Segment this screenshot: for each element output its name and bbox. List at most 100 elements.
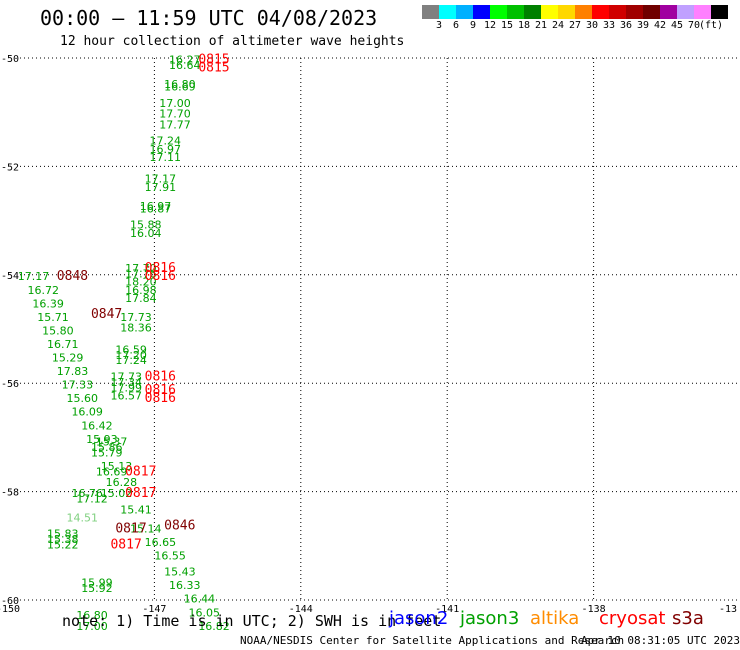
legend-label: 33 (602, 20, 616, 31)
wave-height-label: 17.73 (120, 311, 151, 324)
time-label: 0816 (145, 369, 176, 384)
legend-swatch (592, 5, 609, 19)
wave-height-label: 17.70 (125, 262, 156, 275)
wave-height-label: 16.80 (76, 609, 108, 622)
wave-height-label: 16.87 (140, 202, 172, 215)
legend-label: 36 (619, 20, 633, 31)
wave-height-label: 17.34 (110, 376, 142, 389)
wave-height-label: 15.88 (130, 219, 162, 232)
wave-height-label: 15.43 (164, 566, 196, 579)
wave-height-label: 17.91 (145, 181, 177, 194)
satellite-jason3: jason3 (460, 608, 520, 629)
x-tick-label: -147 (142, 604, 166, 615)
legend-swatch (422, 5, 439, 19)
legend-swatch (643, 5, 660, 19)
time-label: 0846 (164, 519, 195, 534)
x-tick-label: -144 (289, 604, 313, 615)
legend-label: 24 (551, 20, 565, 31)
legend-swatch (524, 5, 541, 19)
satellite-jason2: jason2 (389, 608, 449, 629)
wave-height-label: 16.71 (47, 338, 79, 351)
legend-swatch (439, 5, 456, 19)
wave-height-label: 17.24 (150, 135, 182, 148)
legend-swatch (575, 5, 592, 19)
wave-height-label: 16.97 (140, 200, 172, 213)
wave-height-label: 16.05 (189, 606, 221, 619)
satellite-cryosat: cryosat (599, 608, 666, 629)
wave-height-label: 16.44 (184, 593, 216, 606)
legend-label: 9 (469, 20, 477, 31)
wave-height-label: 17.84 (125, 292, 156, 305)
time-label: 0816 (145, 269, 176, 284)
credit-line: NOAA/NESDIS Center for Satellite Applica… (240, 634, 625, 647)
legend-label: 15 (500, 20, 514, 31)
wave-height-label: 16.42 (81, 419, 113, 432)
legend-label: 3 (435, 20, 443, 31)
wave-height-label: 15.92 (81, 582, 113, 595)
wave-height-label: 15.13 (101, 460, 133, 473)
time-label: 0815 (198, 52, 229, 67)
wave-height-label: 16.69 (96, 465, 128, 478)
wave-height-label: 15.93 (86, 433, 118, 446)
legend-label: 39 (636, 20, 650, 31)
timestamp: Apr 10 08:31:05 UTC 2023 (581, 634, 740, 647)
wave-height-label: 17.17 (18, 270, 50, 283)
time-label: 0847 (91, 307, 122, 322)
legend-label: 70 (687, 20, 701, 31)
wave-height-label: 16.82 (198, 620, 230, 630)
wave-height-label: 17.00 (159, 97, 191, 110)
wave-height-label: 17.76 (125, 268, 156, 281)
wave-height-label: 16.39 (32, 297, 64, 310)
wave-height-label: 17.77 (159, 118, 191, 131)
legend-label: 45 (670, 20, 684, 31)
wave-height-label: 16.65 (145, 536, 177, 549)
wave-height-label: 17.12 (76, 492, 108, 505)
wave-height-label: 15.86 (91, 441, 123, 454)
chart-title: 00:00 — 11:59 UTC 04/08/2023 (40, 6, 378, 30)
wave-height-label: 17.00 (76, 620, 108, 630)
wave-height-label: 16.28 (106, 476, 138, 489)
y-tick-label: -58 (1, 488, 19, 499)
color-legend: 3 6 9 12 15 18 21 24 27 30 33 36 39 42 45 70 (ft) (422, 5, 728, 34)
satellite-altika: altika (530, 608, 580, 629)
wave-height-label: 15.60 (67, 392, 99, 405)
wave-height-label: 15.29 (52, 352, 84, 365)
wave-height-label: 16.59 (115, 343, 147, 356)
wave-height-label: 16.27 (169, 53, 201, 66)
wave-height-label: 18.36 (120, 322, 151, 335)
wave-height-label: 15.37 (96, 436, 128, 449)
time-label: 0848 (57, 269, 88, 284)
satellite-s3a: s3a (672, 608, 704, 629)
y-tick-label: -60 (1, 596, 19, 607)
time-label: 0816 (145, 261, 176, 276)
legend-labels: 3 6 9 12 15 18 21 24 27 30 33 36 39 42 45 70 (ft) (422, 20, 728, 34)
wave-height-label: 17.20 (115, 349, 147, 362)
legend-label: 42 (653, 20, 667, 31)
wave-height-label: 15.22 (47, 539, 79, 552)
y-tick-label: -50 (1, 54, 19, 65)
x-tick-label: -13 (719, 604, 737, 615)
wave-height-label: 15.99 (81, 576, 113, 589)
legend-label: 18 (517, 20, 531, 31)
legend-swatch (456, 5, 473, 19)
wave-height-label: 15.83 (47, 528, 79, 541)
wave-height-label: 16.97 (150, 143, 182, 156)
wave-height-label: 16.04 (130, 227, 162, 240)
legend-label: 12 (483, 20, 497, 31)
wave-height-label: 17.24 (115, 354, 147, 367)
time-label: 0816 (145, 383, 176, 398)
time-label: 0815 (198, 61, 229, 76)
legend-swatch (694, 5, 711, 19)
wave-height-label: 17.99 (110, 381, 142, 394)
x-tick-label: -150 (0, 604, 20, 615)
wave-height-label: 15.14 (130, 522, 162, 535)
legend-swatch (660, 5, 677, 19)
legend-swatches (422, 5, 728, 19)
wave-height-label: 15.41 (120, 503, 151, 516)
wave-height-label: 15.71 (37, 311, 69, 324)
legend-label: (ft) (698, 20, 724, 31)
wave-height-label: 16.57 (110, 389, 142, 402)
wave-height-label: 18.20 (125, 276, 156, 289)
x-tick-label: -141 (435, 604, 459, 615)
x-tick-label: -138 (582, 604, 606, 615)
